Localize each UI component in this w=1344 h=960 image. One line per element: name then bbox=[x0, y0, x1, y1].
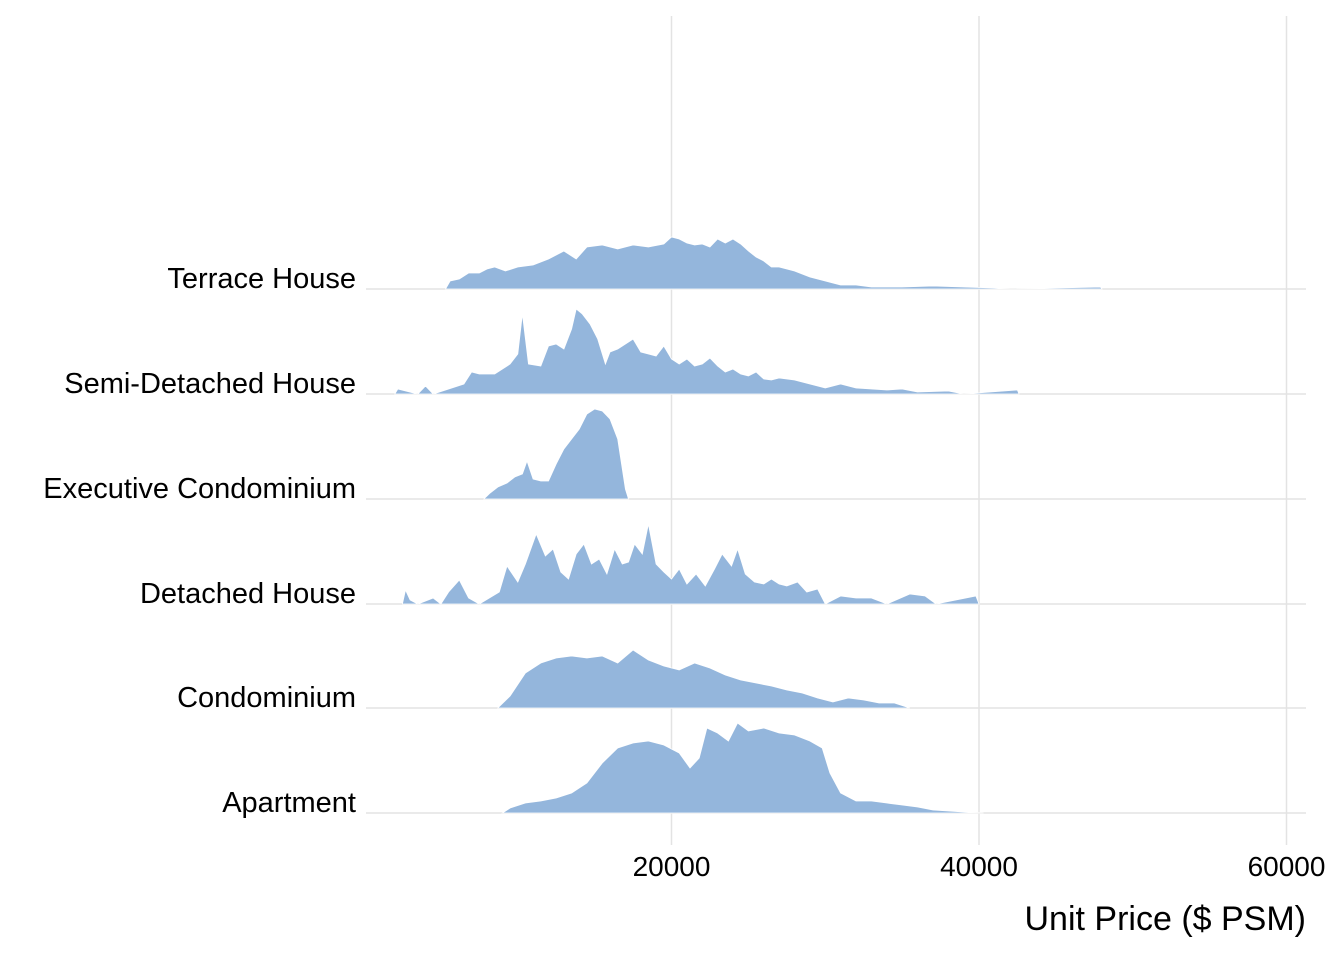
density-areas bbox=[394, 236, 1103, 814]
category-label: Detached House bbox=[140, 578, 356, 610]
x-tick-label: 40000 bbox=[940, 851, 1018, 882]
density-area-apartment bbox=[501, 722, 984, 814]
density-area-condominium bbox=[496, 649, 910, 709]
category-labels: Apartment Condominium Detached House Execut… bbox=[43, 263, 356, 819]
category-label: Executive Condominium bbox=[43, 473, 356, 505]
category-label: Condominium bbox=[177, 682, 356, 714]
density-area-executive-condominium bbox=[482, 408, 630, 500]
density-area-terrace-house bbox=[444, 236, 1103, 290]
density-area-detached-house bbox=[401, 523, 980, 605]
x-tick-label: 20000 bbox=[633, 851, 711, 882]
category-label: Apartment bbox=[222, 787, 356, 819]
x-tick-labels: 20000 40000 60000 bbox=[633, 851, 1326, 882]
density-area-semi-detached-house bbox=[394, 308, 1020, 395]
vertical-gridlines bbox=[670, 16, 1288, 845]
category-label: Semi-Detached House bbox=[64, 368, 356, 400]
category-label: Terrace House bbox=[167, 263, 356, 295]
x-tick-label: 60000 bbox=[1248, 851, 1326, 882]
x-axis-title: Unit Price ($ PSM) bbox=[1025, 900, 1307, 938]
